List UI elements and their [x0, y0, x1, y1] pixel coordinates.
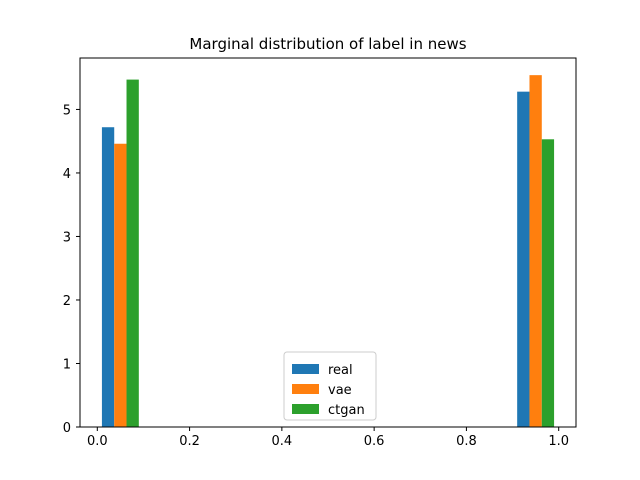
legend-swatch-real: [292, 364, 319, 374]
x-tick-label: 0.8: [456, 434, 477, 449]
legend-swatch-ctgan: [292, 404, 319, 414]
y-axis-ticks: 0 1 2 3 4 5: [63, 103, 80, 436]
bar-ctgan-bin-0: [126, 79, 139, 427]
y-tick-label: 1: [63, 357, 71, 372]
bar-vae-bin-0: [114, 143, 127, 428]
y-tick-label: 0: [63, 421, 71, 436]
x-tick-label: 1.0: [548, 434, 569, 449]
bars-layer: [101, 75, 555, 428]
chart-title: Marginal distribution of label in news: [189, 35, 466, 53]
x-tick-label: 0.0: [87, 434, 108, 449]
plot-frame: [79, 57, 577, 428]
legend: real vae ctgan: [283, 351, 377, 421]
bar-real-bin-0: [101, 127, 115, 427]
bar-vae-bin-2: [529, 75, 542, 428]
bar-ctgan-bin-2: [541, 139, 555, 428]
legend-label-vae: vae: [328, 383, 352, 398]
x-tick-label: 0.6: [364, 434, 385, 449]
legend-label-ctgan: ctgan: [328, 403, 365, 418]
legend-label-real: real: [328, 363, 353, 378]
x-tick-label: 0.2: [179, 434, 200, 449]
y-tick-label: 3: [63, 230, 71, 245]
bar-real-bin-2: [517, 91, 530, 427]
legend-swatch-vae: [292, 384, 319, 394]
y-tick-label: 2: [63, 294, 71, 309]
x-tick-label: 0.4: [272, 434, 293, 449]
y-tick-label: 4: [63, 167, 71, 182]
x-axis-ticks: 0.0 0.2 0.4 0.6 0.8 1.0: [87, 427, 569, 449]
y-tick-label: 5: [63, 103, 71, 118]
